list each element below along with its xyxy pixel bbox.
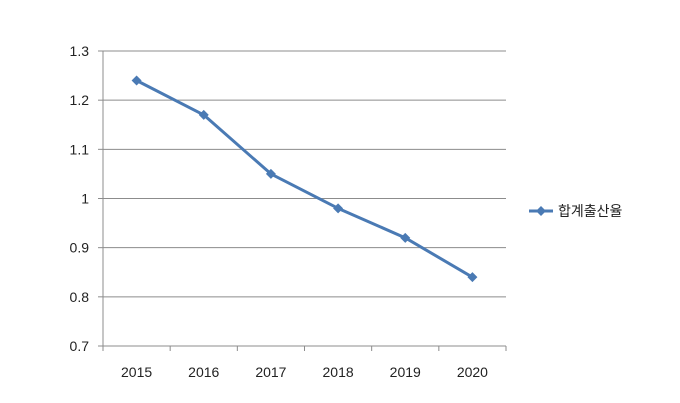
- legend: 합계출산율: [529, 203, 623, 219]
- y-tick-label: 1.1: [70, 141, 90, 157]
- y-tick-label: 0.7: [70, 338, 90, 354]
- data-point: [333, 203, 344, 214]
- y-tick-label: 1.2: [70, 92, 90, 108]
- data-point: [265, 168, 276, 179]
- legend-label: 합계출산율: [558, 203, 623, 219]
- grid-lines: [103, 50, 506, 298]
- x-tick-label: 2020: [457, 364, 488, 380]
- x-tick-label: 2016: [188, 364, 219, 380]
- y-tick-label: 1.3: [70, 43, 90, 59]
- y-tick-label: 0.9: [70, 240, 90, 256]
- series: [131, 75, 478, 283]
- series-line: [135, 79, 474, 279]
- data-point: [131, 75, 142, 86]
- x-tick-label: 2019: [390, 364, 421, 380]
- x-tick-labels: 2015 2016 2017 2018 2019 2020: [121, 364, 488, 380]
- y-tick-label: 0.8: [70, 289, 90, 305]
- data-point: [400, 232, 411, 243]
- x-tick-label: 2017: [255, 364, 286, 380]
- x-tick-label: 2015: [121, 364, 152, 380]
- data-point: [467, 272, 478, 283]
- legend-marker: [536, 206, 546, 216]
- x-tick-label: 2018: [323, 364, 354, 380]
- axes: [98, 50, 507, 351]
- data-point: [198, 109, 209, 120]
- y-tick-label: 1: [81, 191, 89, 207]
- y-tick-labels: 0.7 0.8 0.9 1 1.1 1.2 1.3: [70, 43, 90, 354]
